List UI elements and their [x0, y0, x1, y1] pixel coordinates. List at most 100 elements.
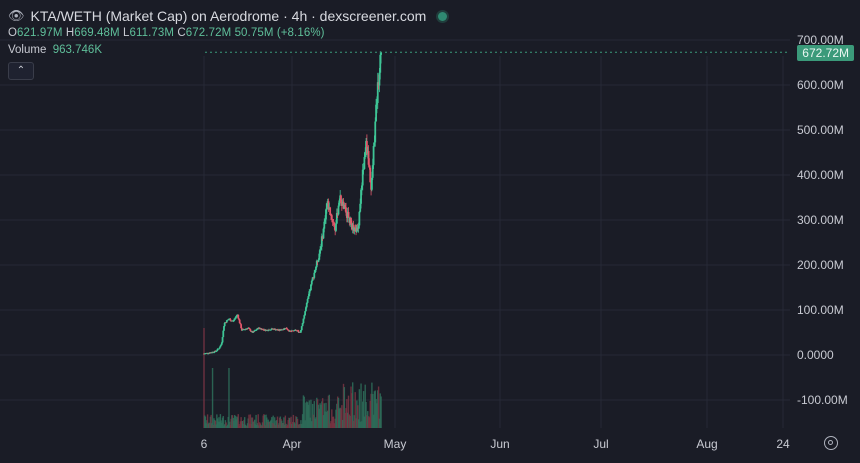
candle-body	[258, 327, 261, 329]
volume-bar	[239, 421, 242, 428]
y-tick-label: 100.00M	[797, 303, 844, 317]
candle-body	[338, 200, 341, 206]
candle-body	[335, 223, 337, 231]
volume-bar	[325, 402, 327, 428]
candle-body	[225, 322, 228, 324]
volume-bar	[345, 408, 347, 428]
volume-bar	[286, 425, 288, 428]
volume-bar	[203, 328, 205, 428]
candle-body	[372, 146, 375, 166]
candle-body	[238, 318, 240, 320]
volume-bar	[256, 423, 259, 428]
volume-bar	[218, 417, 220, 428]
candle-body	[300, 326, 303, 331]
candle-body	[359, 203, 362, 212]
y-axis: 700.00M 600.00M 500.00M 400.00M 300.00M 200.0…	[797, 33, 848, 407]
candle-body	[248, 328, 251, 330]
y-tick-label: 600.00M	[797, 78, 844, 92]
volume-bar	[221, 417, 224, 428]
volume-readout: Volume 963.746K	[8, 44, 102, 56]
volume-bar	[285, 423, 287, 428]
candle-body	[376, 102, 378, 105]
volume-bar	[379, 393, 381, 428]
candle-body	[350, 217, 352, 224]
candle-body	[234, 317, 237, 319]
volume-bar	[346, 412, 349, 428]
volume-bar	[226, 425, 228, 428]
volume-bar	[261, 422, 264, 428]
y-tick-label: 400.00M	[797, 168, 844, 182]
volume-bar	[302, 395, 305, 428]
volume-bar	[329, 423, 331, 428]
volume-bar	[226, 424, 229, 428]
gear-icon[interactable]	[824, 436, 838, 450]
volume-bar	[377, 390, 379, 428]
volume-bar	[355, 418, 357, 428]
volume-bar	[353, 415, 356, 428]
volume-bar	[352, 420, 355, 428]
volume-bar	[367, 416, 370, 428]
collapse-legend-button[interactable]: ⌃	[8, 62, 34, 80]
candle-body	[303, 315, 306, 319]
volume-bar	[215, 424, 217, 428]
eye-icon[interactable]: 👁	[8, 8, 25, 23]
volume-bar	[286, 424, 289, 428]
volume-bar	[208, 422, 210, 428]
volume-bar	[297, 424, 300, 428]
candle-body	[255, 329, 257, 331]
volume-bar	[375, 398, 377, 428]
volume-bar	[236, 416, 238, 428]
volume-bar	[234, 416, 237, 428]
candle-body	[368, 164, 371, 168]
volume-bar	[335, 409, 337, 428]
volume-bar	[309, 417, 311, 428]
candle-body	[376, 82, 379, 103]
volume-bar	[293, 422, 295, 428]
volume-bar	[368, 417, 371, 428]
volume-bar	[245, 425, 247, 428]
volume-bar	[206, 414, 209, 428]
volume-bar	[348, 414, 351, 428]
volume-bar	[221, 422, 223, 428]
candle-body	[364, 153, 367, 158]
chevron-up-icon: ⌃	[16, 65, 26, 76]
candle-body	[269, 329, 272, 331]
candle-body	[324, 219, 327, 222]
candle-body	[240, 324, 243, 329]
volume-bar	[246, 425, 248, 428]
candle-body	[309, 290, 312, 292]
candle-body	[330, 215, 333, 220]
volume-bar	[243, 417, 246, 428]
volume-bar	[331, 416, 334, 428]
candle-body	[306, 299, 309, 303]
volume-bar	[241, 420, 244, 428]
volume-bar	[357, 405, 359, 428]
volume-bar	[330, 421, 332, 428]
candle-body	[237, 314, 240, 319]
volume-bar	[238, 425, 241, 428]
candle-body	[241, 329, 244, 331]
candle-body	[365, 141, 368, 154]
y-tick-label: 200.00M	[797, 258, 844, 272]
volume-bar	[222, 416, 224, 428]
volume-bar	[294, 423, 296, 428]
volume-bar	[284, 415, 287, 428]
candle-body	[245, 328, 248, 330]
volume-bar	[255, 414, 257, 428]
candle-body	[347, 212, 350, 218]
volume-bar	[253, 419, 256, 428]
candle-body	[333, 222, 336, 227]
candle-body	[243, 329, 246, 331]
volume-bars	[203, 328, 382, 428]
y-tick-label: 500.00M	[797, 123, 844, 137]
candle-body	[344, 205, 347, 208]
candle-body	[270, 329, 272, 331]
volume-bar	[372, 414, 375, 428]
chart-title: KTA/WETH (Market Cap) on Aerodrome · 4h …	[30, 8, 427, 24]
volume-bar	[211, 368, 214, 428]
candle-body	[238, 319, 241, 324]
volume-bar	[209, 416, 212, 428]
volume-bar	[332, 416, 335, 428]
volume-bar	[251, 417, 254, 428]
